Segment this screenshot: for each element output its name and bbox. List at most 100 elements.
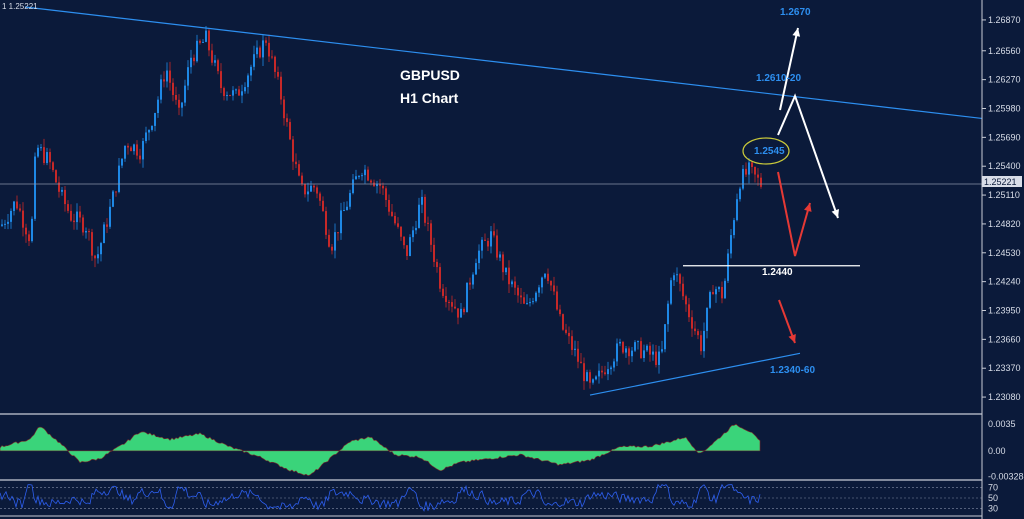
candle-body (163, 79, 165, 82)
candle-body (13, 201, 15, 211)
candle-body (244, 87, 246, 92)
candle-body (253, 54, 255, 67)
circled-high-label: 1.2545 (754, 146, 785, 157)
candle-body (346, 206, 348, 211)
candle-body (181, 102, 183, 108)
candle-body (619, 341, 621, 344)
candle-body (616, 343, 618, 362)
resistance-trendline (24, 6, 983, 120)
candle-body (367, 169, 369, 181)
candle-body (658, 351, 660, 365)
candle-body (382, 185, 384, 189)
arrow-white-up-head (792, 28, 801, 37)
candle-body (490, 231, 492, 247)
candle-body (625, 348, 627, 353)
candle-body (31, 218, 33, 242)
price-tick-label: 1.25400 (988, 161, 1021, 171)
candle-body (49, 152, 51, 163)
candle-body (655, 351, 657, 365)
candle-body (439, 267, 441, 289)
candle-body (397, 223, 399, 227)
candle-body (355, 176, 357, 180)
price-tick-label: 1.23080 (988, 392, 1021, 402)
candle-body (370, 180, 372, 183)
price-tick-label: 1.26560 (988, 46, 1021, 56)
candle-body (238, 89, 240, 96)
candle-body (577, 348, 579, 362)
candle-body (154, 112, 156, 126)
candle-body (361, 175, 363, 177)
candle-body (448, 301, 450, 303)
candle-body (301, 175, 303, 184)
candle-body (175, 94, 177, 100)
candle-body (364, 169, 366, 176)
candle-body (607, 369, 609, 375)
candle-body (496, 235, 498, 258)
candle-body (583, 363, 585, 382)
candle-body (457, 308, 459, 318)
candle-body (568, 332, 570, 337)
current-price-tag-label: 1.25221 (984, 177, 1017, 187)
candle-body (235, 89, 237, 91)
candle-body (649, 345, 651, 355)
candle-body (277, 71, 279, 77)
candle-body (739, 188, 741, 200)
candle-body (745, 168, 747, 175)
candle-body (94, 255, 96, 259)
candle-body (562, 314, 564, 330)
candle-body (412, 230, 414, 238)
candle-body (145, 132, 147, 142)
candle-body (697, 331, 699, 336)
candle-body (553, 285, 555, 292)
candle-body (754, 166, 756, 175)
candle-body (643, 350, 645, 359)
candle-body (247, 75, 249, 88)
price-tick-label: 1.23950 (988, 305, 1021, 315)
candle-body (484, 239, 486, 241)
candle-body (724, 280, 726, 299)
candle-body (64, 189, 66, 205)
candle-body (535, 292, 537, 302)
candle-body (415, 227, 417, 231)
candle-body (91, 232, 93, 256)
rsi-panel (0, 483, 982, 512)
candle-body (172, 82, 174, 95)
candle-body (28, 234, 30, 242)
candle-body (460, 308, 462, 318)
rsi-tick-label: 70 (988, 482, 998, 492)
price-tick-label: 1.26270 (988, 75, 1021, 85)
candle-body (532, 301, 534, 303)
candle-body (106, 224, 108, 227)
candle-body (1, 224, 3, 226)
candle-body (679, 274, 681, 284)
macd-tick-label: -0.003288 (988, 471, 1024, 481)
candle-body (709, 292, 711, 308)
candle-body (418, 204, 420, 228)
candle-body (424, 196, 426, 223)
candle-body (46, 152, 48, 164)
candle-body (43, 147, 45, 164)
candle-body (157, 99, 159, 113)
price-tick-label: 1.24820 (988, 219, 1021, 229)
macd-tick-label: 0.0035 (988, 419, 1016, 429)
candle-body (751, 162, 753, 167)
candle-body (325, 211, 327, 235)
candle-body (715, 289, 717, 295)
arrow-red-bounce-head (804, 203, 812, 212)
high-circle (742, 137, 790, 165)
candle-body (748, 162, 750, 175)
candle-body (586, 372, 588, 382)
candle-body (328, 234, 330, 247)
candle-body (55, 170, 57, 183)
candle-body (217, 60, 219, 72)
candle-body (646, 345, 648, 351)
candle-body (613, 361, 615, 368)
candle-body (127, 145, 129, 148)
candle-body (121, 158, 123, 166)
price-tick-label: 1.25980 (988, 103, 1021, 113)
candle-body (169, 70, 171, 83)
candle-body (736, 199, 738, 221)
